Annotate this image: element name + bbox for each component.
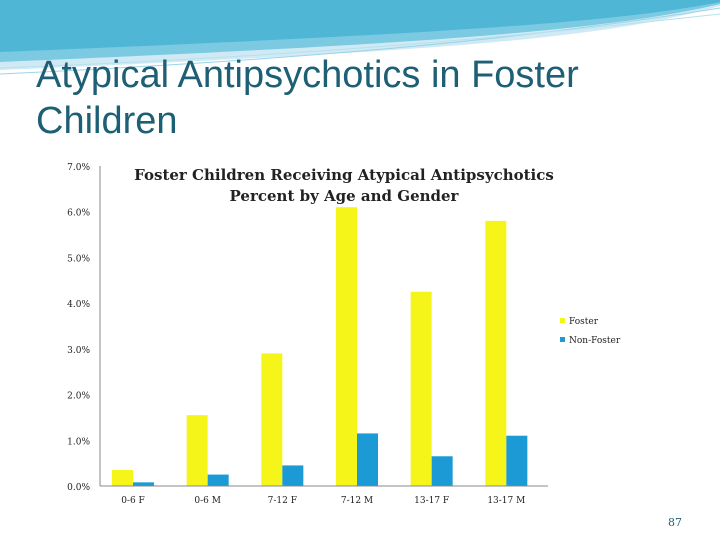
bar-foster — [261, 353, 283, 486]
bar-non-foster — [506, 435, 528, 486]
bar-non-foster — [431, 456, 453, 486]
bar-non-foster — [282, 465, 304, 486]
legend-swatch-non-foster — [560, 337, 565, 342]
y-tick-label: 4.0% — [67, 300, 90, 310]
x-tick-label: 0-6 F — [121, 496, 145, 506]
y-tick-label: 1.0% — [67, 437, 90, 447]
y-tick-label: 0.0% — [67, 483, 90, 493]
legend-swatch-foster — [560, 318, 565, 323]
legend-label-non-foster: Non-Foster — [569, 336, 621, 346]
bar-non-foster — [207, 474, 229, 486]
x-tick-label: 13-17 F — [414, 496, 449, 506]
x-tick-label: 13-17 M — [487, 496, 525, 506]
bar-foster — [336, 207, 357, 486]
y-tick-label: 2.0% — [67, 392, 90, 402]
bar-foster — [485, 220, 507, 486]
y-tick-label: 7.0% — [67, 163, 90, 173]
y-tick-label: 6.0% — [67, 209, 90, 219]
y-tick-label: 3.0% — [67, 346, 90, 356]
header-wave-decoration — [0, 0, 720, 75]
bar-foster — [112, 470, 133, 486]
x-tick-label: 0-6 M — [194, 496, 221, 506]
page-number: 87 — [668, 516, 682, 529]
x-tick-label: 7-12 M — [341, 496, 373, 506]
bar-non-foster — [357, 433, 378, 486]
legend-label-foster: Foster — [569, 317, 599, 327]
x-tick-label: 7-12 F — [268, 496, 297, 506]
bar-foster — [410, 291, 432, 486]
chart-title: Foster Children Receiving Atypical Antip… — [134, 166, 554, 184]
bar-non-foster — [133, 482, 154, 486]
y-tick-label: 5.0% — [67, 254, 90, 264]
chart-subtitle: Percent by Age and Gender — [230, 187, 460, 205]
slide-title: Atypical Antipsychotics in Foster Childr… — [36, 54, 579, 142]
bar-foster — [186, 415, 208, 486]
